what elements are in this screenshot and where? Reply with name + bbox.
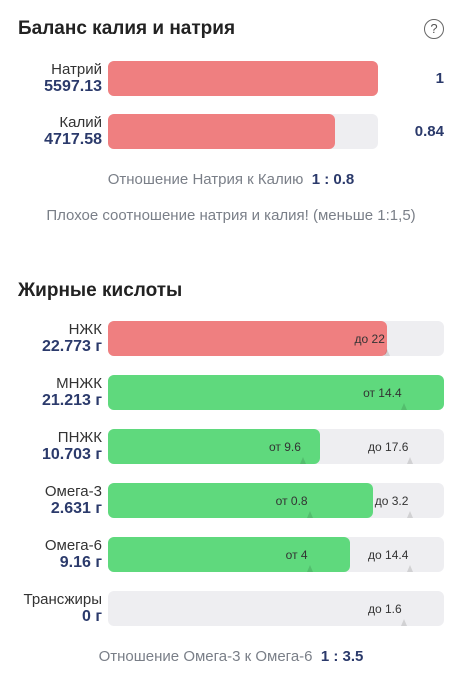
ratio-label: Отношение Натрия к Калию [107, 171, 304, 188]
norm-marker-label: до 22 [354, 331, 385, 346]
norm-marker-tick [383, 349, 390, 356]
norm-marker-tick [299, 457, 306, 464]
fat-row: Трансжиры 0 г до 1.6 [0, 590, 462, 628]
nutrient-bar-fill [108, 61, 378, 96]
fat-name: Трансжиры [23, 591, 103, 608]
norm-marker-label: от 0.8 [275, 493, 308, 508]
norm-marker-tick [400, 619, 407, 626]
balance-row: Натрий 5597.13 1 [0, 60, 462, 98]
norm-marker-tick [407, 565, 414, 572]
nutrient-ratio: 0.84 [414, 123, 444, 140]
nutrient-bar-fill [108, 114, 335, 149]
fat-bar-fill [108, 537, 350, 572]
fat-label: МНЖК 21.213 г [42, 375, 102, 409]
nutrient-label: Натрий 5597.13 [44, 61, 102, 95]
norm-marker-label: до 3.2 [374, 493, 409, 508]
nutrient-label: Калий 4717.58 [44, 114, 102, 148]
fat-bar-track: от 9.6 до 17.6 [108, 429, 444, 464]
fat-bar-track: от 4 до 14.4 [108, 537, 444, 572]
nutrient-ratio: 1 [435, 70, 444, 87]
balance-warning: Плохое соотношение натрия и калия! (мень… [46, 207, 416, 224]
nutrient-bar-track [108, 61, 378, 96]
norm-marker-tick [407, 457, 414, 464]
nutrient-name: Натрий [51, 61, 102, 78]
fat-label: Омега-6 9.16 г [45, 537, 102, 571]
nutrient-bar-track [108, 114, 378, 149]
norm-marker-label: до 14.4 [368, 547, 409, 562]
fats-section-title: Жирные кислоты [18, 280, 183, 301]
fat-label: Трансжиры 0 г [24, 591, 103, 625]
fat-label: НЖК 22.773 г [42, 321, 102, 355]
fat-bar-track: до 22 [108, 321, 444, 356]
norm-marker-label: до 17.6 [368, 439, 409, 454]
fat-row: НЖК 22.773 г до 22 [0, 320, 462, 358]
nutrient-value: 5597.13 [44, 78, 102, 95]
norm-marker-label: от 14.4 [363, 385, 402, 400]
fat-bar-track: до 1.6 [108, 591, 444, 626]
fat-name: МНЖК [56, 375, 102, 392]
fat-value: 2.631 г [50, 500, 102, 517]
fat-bar-fill [108, 375, 444, 410]
ratio-value: 1 : 0.8 [311, 171, 355, 188]
sodium-potassium-ratio: Отношение Натрия к Калию 1 : 0.8 [0, 171, 462, 188]
fat-value: 9.16 г [59, 554, 102, 571]
nutrient-value: 4717.58 [44, 131, 102, 148]
norm-marker-label: до 1.6 [367, 601, 402, 616]
fat-bar-fill [108, 321, 387, 356]
fat-name: ПНЖК [57, 429, 102, 446]
nutrient-name: Калий [59, 114, 102, 131]
fat-bar-track: от 14.4 [108, 375, 444, 410]
fat-label: Омега-3 2.631 г [45, 483, 102, 517]
fat-row: Омега-3 2.631 г от 0.8 до 3.2 [0, 482, 462, 520]
norm-marker-tick [306, 565, 313, 572]
norm-marker-label: от 4 [285, 547, 308, 562]
fat-name: НЖК [68, 321, 102, 338]
help-icon[interactable]: ? [424, 19, 444, 39]
fat-value: 21.213 г [41, 392, 102, 409]
fat-row: МНЖК 21.213 г от 14.4 [0, 374, 462, 412]
norm-marker-tick [400, 403, 407, 410]
fat-bar-fill [108, 429, 320, 464]
fat-name: Омега-3 [44, 483, 102, 500]
norm-marker-tick [407, 511, 414, 518]
omega-ratio-label: Отношение Омега-3 к Омега-6 [98, 648, 313, 665]
fat-row: ПНЖК 10.703 г от 9.6 до 17.6 [0, 428, 462, 466]
balance-row: Калий 4717.58 0.84 [0, 113, 462, 151]
fat-row: Омега-6 9.16 г от 4 до 14.4 [0, 536, 462, 574]
omega-ratio-value: 1 : 3.5 [320, 648, 364, 665]
norm-marker-tick [306, 511, 313, 518]
balance-section-title: Баланс калия и натрия [18, 18, 236, 39]
fat-value: 22.773 г [41, 338, 102, 355]
norm-marker-label: от 9.6 [268, 439, 301, 454]
fat-bar-fill [108, 483, 374, 518]
fat-name: Омега-6 [44, 537, 102, 554]
fat-bar-track: от 0.8 до 3.2 [108, 483, 444, 518]
fat-value: 0 г [81, 608, 102, 625]
omega-ratio: Отношение Омега-3 к Омега-6 1 : 3.5 [0, 648, 462, 665]
fat-value: 10.703 г [41, 446, 102, 463]
fat-label: ПНЖК 10.703 г [42, 429, 102, 463]
